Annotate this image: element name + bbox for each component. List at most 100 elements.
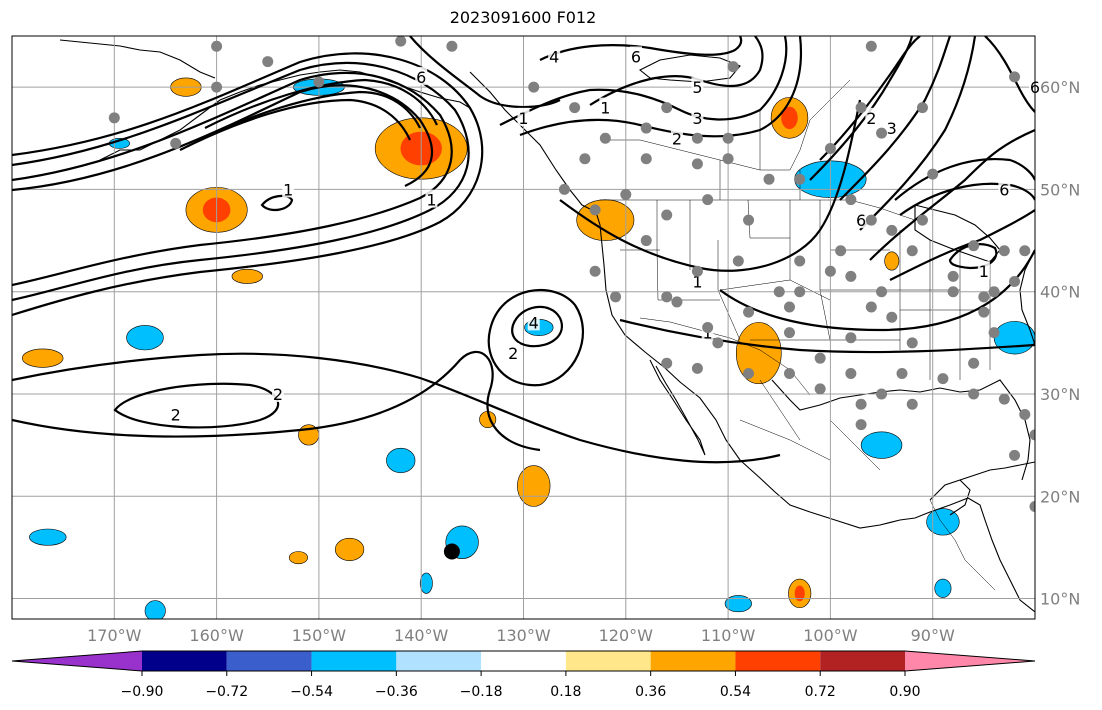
- station-dot: [916, 214, 928, 226]
- colorbar-extend-low: [12, 651, 142, 671]
- longitude-tick-label: 90°W: [911, 626, 955, 645]
- station-dot: [845, 270, 857, 282]
- contour-label: 3: [692, 109, 702, 128]
- coastline-yucatan: [929, 479, 971, 516]
- contour-label: 2: [866, 109, 876, 128]
- contour-label-bg: [527, 312, 540, 331]
- station-dot: [262, 56, 274, 68]
- station-dot: [661, 209, 673, 221]
- station-dot: [691, 265, 703, 277]
- contour-1-plains: [719, 249, 1035, 332]
- station-dot: [968, 357, 980, 369]
- contour-label: 2: [508, 344, 518, 363]
- negative-anomaly-region: [860, 431, 903, 459]
- station-dot: [876, 388, 888, 400]
- longitude-tick-label: 100°W: [803, 626, 858, 645]
- station-dot: [108, 112, 120, 124]
- positive-anomaly-region: [231, 268, 263, 284]
- colorbar-segment: [142, 651, 227, 671]
- station-dot: [876, 286, 888, 298]
- border-canada-provinces: [610, 79, 851, 200]
- station-dot: [814, 383, 826, 395]
- contour-label-bg: [691, 271, 704, 290]
- positive-anomaly-region: [334, 537, 365, 561]
- contour-label: 6: [999, 180, 1009, 199]
- contour-east-7: [894, 158, 1035, 201]
- station-dot: [589, 204, 601, 216]
- contour-1-southwest: [619, 318, 1035, 354]
- contour-label: 6: [631, 47, 641, 66]
- station-dot: [916, 102, 928, 114]
- contour-2-pacific-a: [12, 52, 484, 317]
- contour-2-tail: [12, 350, 541, 452]
- positive-anomaly-region: [884, 251, 900, 271]
- station-dot: [794, 255, 806, 267]
- latitude-tick-label: 50°N: [1040, 180, 1080, 199]
- station-dot: [855, 398, 867, 410]
- coastline-east: [1019, 249, 1035, 346]
- colorbar-label: 0.54: [720, 684, 751, 700]
- contour-label: 4: [549, 47, 559, 66]
- contour-north-5: [409, 36, 561, 109]
- colorbar-segment: [481, 651, 566, 671]
- station-dot: [927, 168, 939, 180]
- station-dot: [702, 194, 714, 206]
- station-dot: [773, 286, 785, 298]
- station-dot: [1019, 245, 1031, 257]
- station-dot: [589, 265, 601, 277]
- station-dot: [763, 173, 775, 185]
- station-dot: [968, 388, 980, 400]
- station-dot: [610, 291, 622, 303]
- contour-east-6: [889, 209, 1035, 281]
- longitude-tick-label: 110°W: [701, 626, 756, 645]
- contour-label-bg: [630, 46, 643, 65]
- station-dot: [845, 194, 857, 206]
- station-dot: [702, 322, 714, 333]
- station-dot: [732, 255, 744, 267]
- station-dot: [743, 368, 755, 380]
- negative-anomaly-region: [29, 528, 67, 546]
- colorbar-segment: [396, 651, 482, 671]
- colorbar-segment: [820, 651, 905, 671]
- station-dot: [211, 40, 223, 52]
- contour-label-bg: [271, 383, 284, 402]
- station-dot: [824, 143, 836, 155]
- contour-label-bg: [670, 128, 683, 147]
- colorbar-segment: [650, 651, 736, 671]
- border-mexico-states: [739, 379, 881, 471]
- longitude-tick-label: 170°W: [87, 626, 142, 645]
- contour-lines: [12, 36, 1035, 464]
- station-dot: [1029, 500, 1035, 512]
- station-dot: [1029, 429, 1035, 441]
- station-dots: [108, 36, 1035, 512]
- station-dot: [876, 127, 888, 139]
- station-dot: [886, 311, 898, 323]
- station-dot: [865, 301, 877, 313]
- contour-label-bg: [282, 179, 295, 198]
- station-dot: [558, 183, 570, 195]
- latitude-tick-label: 30°N: [1040, 385, 1080, 404]
- contour-4-pacific: [12, 84, 434, 192]
- station-dot: [1009, 71, 1021, 83]
- contour-north-1: [499, 36, 788, 126]
- positive-anomaly-region: [735, 322, 782, 385]
- colorbar-label: −0.36: [375, 684, 418, 700]
- contour-label: 6: [416, 68, 426, 87]
- contour-label-bg: [691, 107, 704, 126]
- contour-label-bg: [885, 118, 898, 137]
- colorbar-extend-high: [905, 651, 1035, 671]
- station-dot: [978, 291, 990, 303]
- contour-east-10: [984, 36, 1035, 113]
- contour-7-pacific: [204, 78, 438, 129]
- contour-label: 4: [529, 313, 539, 332]
- station-dot: [1009, 449, 1021, 461]
- contour-label-bg: [169, 404, 182, 423]
- colorbar-label: −0.72: [205, 684, 248, 700]
- colorbar-label: 0.36: [635, 684, 666, 700]
- station-dot: [783, 368, 795, 380]
- station-dot: [896, 368, 908, 380]
- contour-label: 1: [283, 180, 293, 199]
- station-dot: [1019, 408, 1031, 420]
- station-dot: [528, 81, 540, 93]
